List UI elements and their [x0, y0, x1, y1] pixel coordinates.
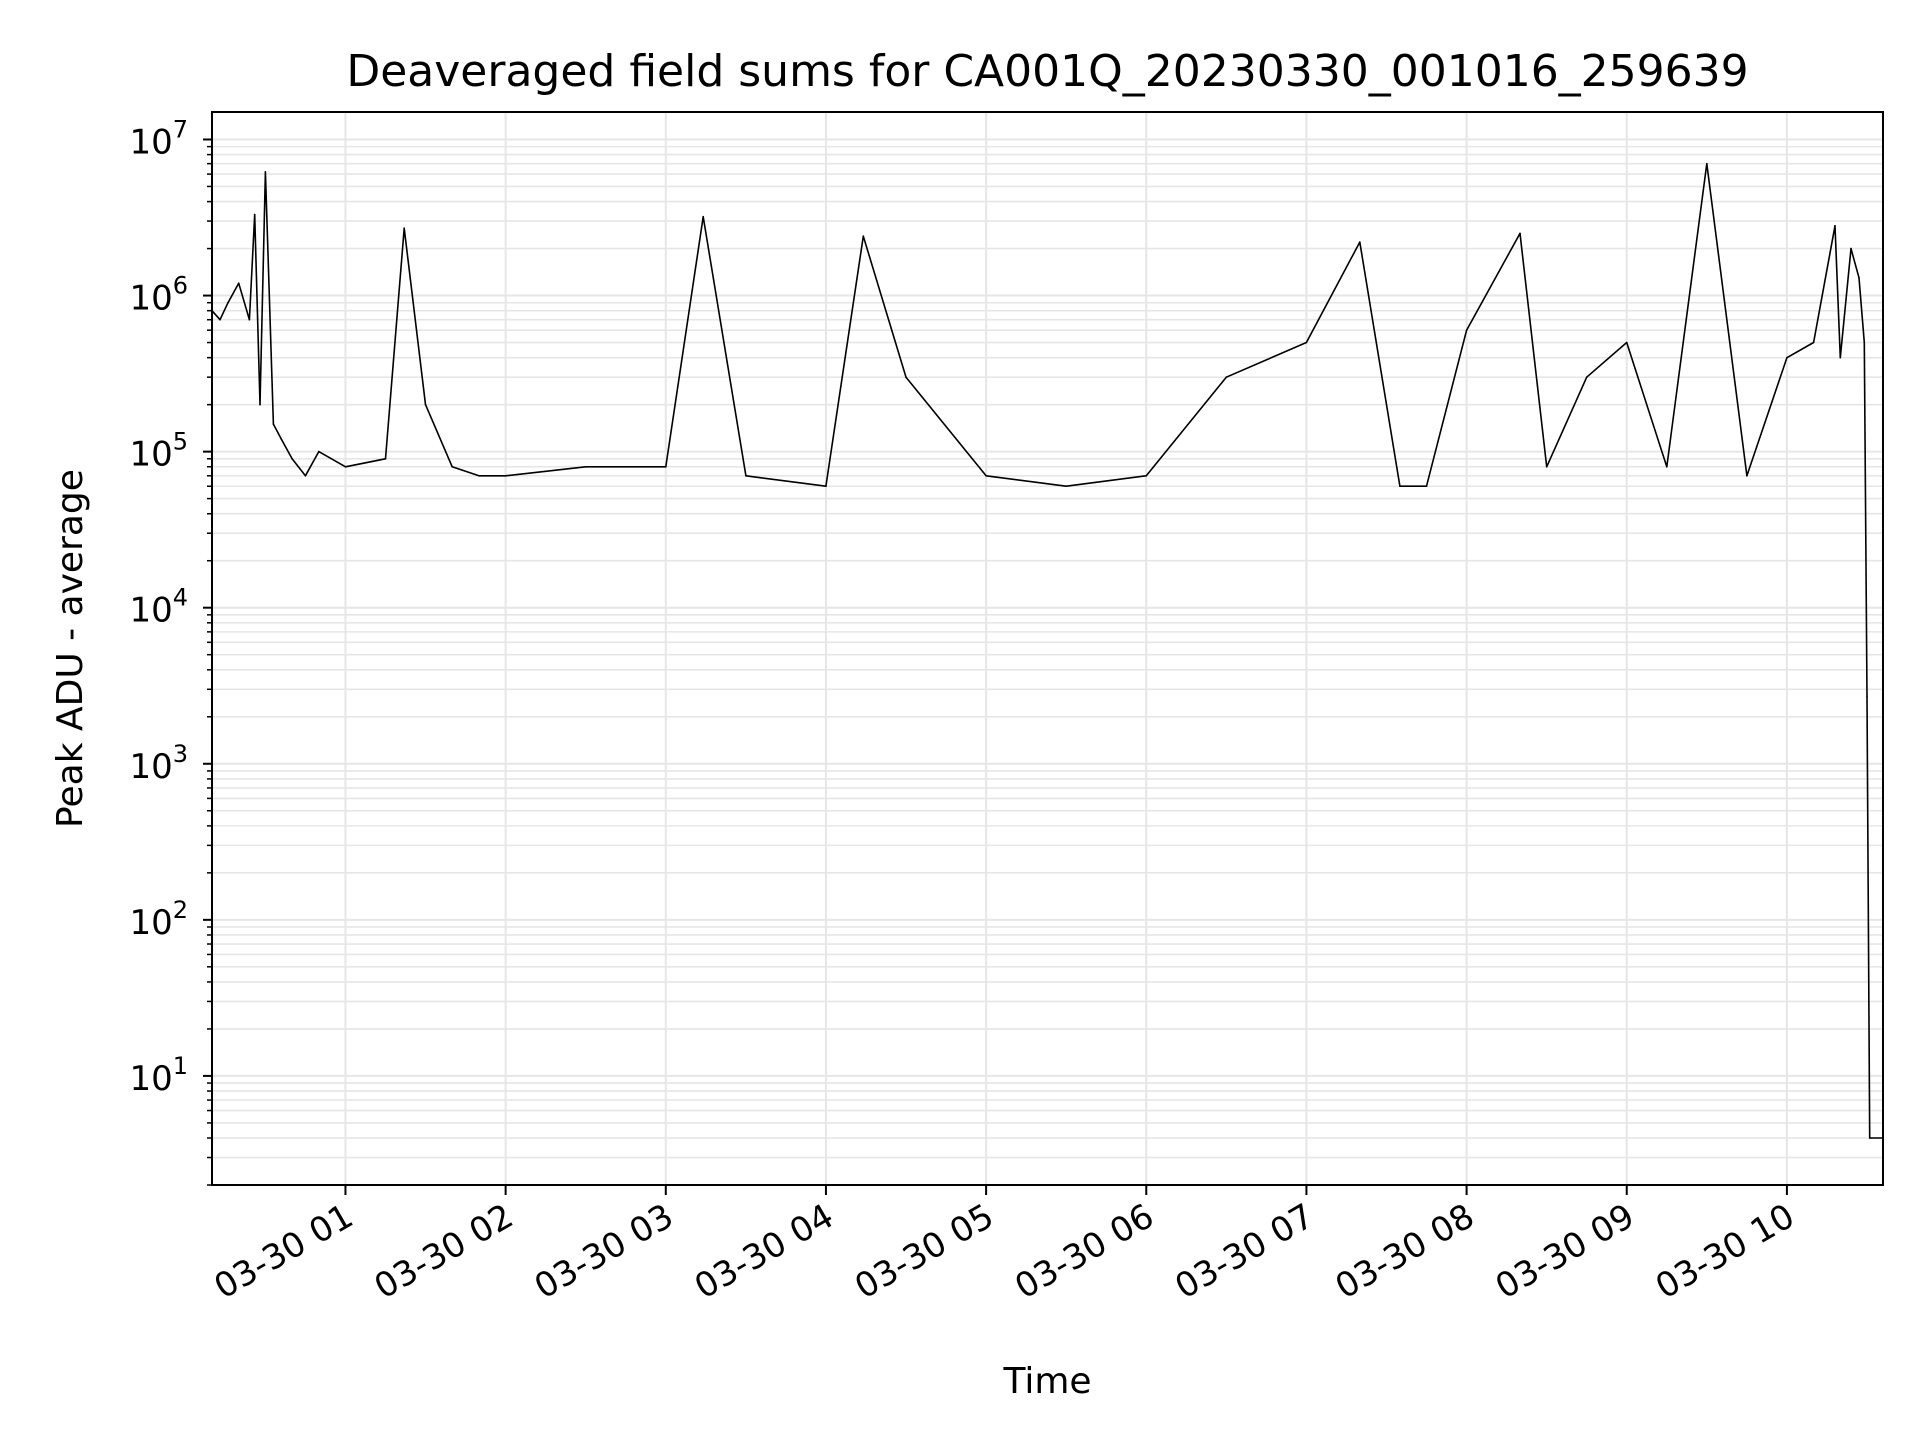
data-point: [1359, 241, 1361, 243]
y-tick-label: 106: [129, 272, 188, 319]
data-point: [1812, 341, 1815, 344]
data-point: [1868, 1137, 1871, 1139]
x-tick-label: 03-30 04: [688, 1196, 840, 1307]
data-point: [253, 213, 256, 216]
data-point: [1786, 356, 1788, 359]
data-point: [304, 475, 307, 477]
data-point: [1585, 376, 1588, 379]
data-point: [227, 301, 229, 304]
y-tick-label: 107: [129, 115, 188, 162]
data-point: [451, 466, 454, 468]
data-point: [1706, 162, 1708, 165]
data-point: [1866, 695, 1868, 698]
data-point: [702, 215, 704, 218]
data-point: [1850, 247, 1852, 250]
x-tick-label: 03-30 07: [1169, 1196, 1321, 1307]
data-point: [1839, 356, 1842, 359]
data-point: [1225, 376, 1228, 379]
y-tick-label: 103: [129, 740, 188, 787]
data-point: [1625, 341, 1628, 344]
data-point: [1545, 466, 1548, 468]
data-point: [237, 282, 240, 285]
data-point: [1519, 232, 1521, 235]
x-tick-label: 03-30 09: [1489, 1196, 1641, 1307]
data-point: [280, 438, 283, 441]
plot-frame: [211, 111, 1884, 1186]
data-point: [344, 466, 347, 468]
data-point: [248, 318, 251, 321]
grid-lines: [212, 112, 1883, 1186]
data-point: [584, 466, 587, 468]
y-tick-label: 104: [129, 584, 188, 631]
y-tick-label: 102: [129, 896, 188, 943]
data-point: [291, 458, 293, 460]
data-point: [478, 475, 480, 477]
data-point: [985, 475, 987, 477]
x-tick-label: 03-30 01: [208, 1196, 360, 1307]
data-point: [219, 318, 221, 321]
data-point: [1465, 329, 1468, 332]
y-tick-label: 101: [129, 1052, 188, 1099]
data-point: [825, 485, 827, 488]
data-point: [318, 450, 320, 453]
data-point: [403, 227, 406, 229]
data-point: [1065, 485, 1067, 488]
data-point: [745, 475, 747, 477]
data-point: [504, 475, 507, 477]
data-point: [1145, 475, 1148, 477]
x-tick-label: 03-30 03: [528, 1196, 680, 1307]
x-tick-label: 03-30 08: [1329, 1196, 1481, 1307]
x-axis-title: Time: [1002, 1361, 1091, 1402]
data-point: [1666, 466, 1668, 468]
x-tick-label: 03-30 10: [1649, 1196, 1801, 1307]
data-point: [1858, 277, 1860, 279]
data-point: [1834, 225, 1836, 227]
series-line: [211, 162, 1883, 1139]
data-point: [272, 423, 275, 425]
data-point: [1399, 485, 1401, 488]
data-point: [862, 235, 865, 237]
data-point: [1425, 485, 1428, 488]
series-layer: [211, 162, 1884, 1139]
data-point: [1746, 475, 1748, 477]
x-tick-label: 03-30 05: [848, 1196, 1000, 1307]
data-point: [1305, 341, 1308, 344]
data-point: [384, 458, 387, 460]
y-axis-title: Peak ADU - average: [50, 469, 91, 828]
data-point: [424, 403, 427, 406]
chart-title: Deaveraged field sums for CA001Q_2023033…: [346, 46, 1748, 97]
x-tick-label: 03-30 02: [368, 1196, 520, 1307]
data-point: [905, 376, 907, 379]
data-point: [264, 171, 267, 173]
y-tick-label: 105: [129, 428, 188, 475]
data-point: [665, 466, 667, 468]
data-point: [1863, 341, 1866, 344]
x-tick-label: 03-30 06: [1008, 1196, 1160, 1307]
data-point: [259, 403, 261, 406]
